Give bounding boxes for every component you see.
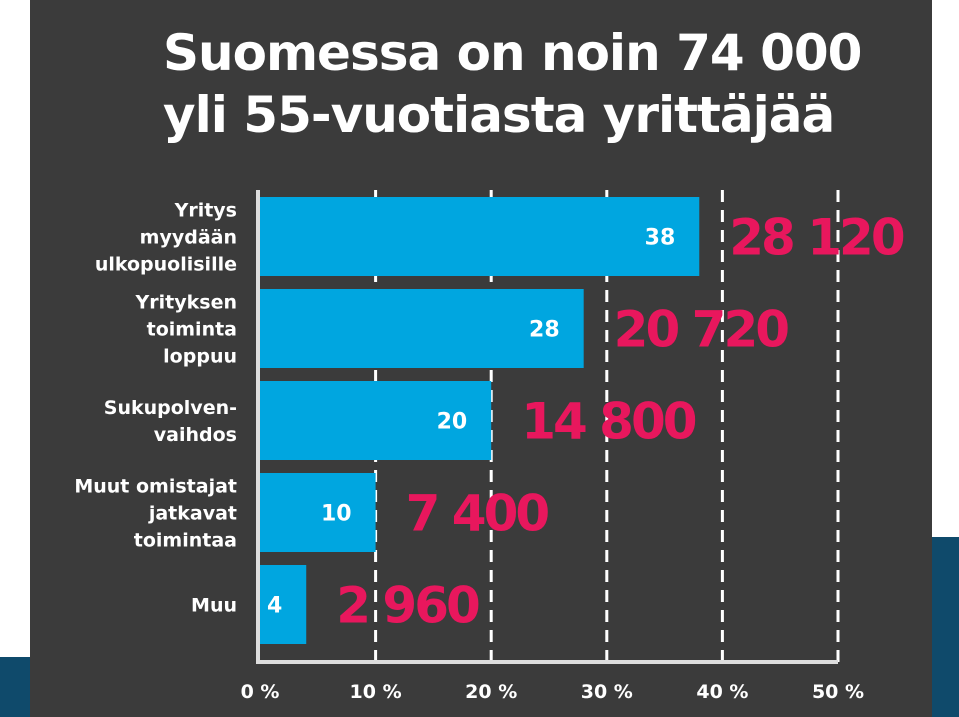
title-line-1: Suomessa on noin 74 000 <box>163 24 862 82</box>
axis: 0 % 10 % 20 % 30 % 40 % 50 % <box>241 190 864 703</box>
category-label: loppuu <box>163 346 237 368</box>
count-label: 14 800 <box>521 393 696 451</box>
category-label: jatkavat <box>148 503 237 525</box>
count-label: 7 400 <box>406 485 549 543</box>
bar-value-label: 38 <box>645 226 676 251</box>
category-label: Muut omistajat <box>74 476 237 498</box>
category-label: ulkopuolisille <box>95 254 237 276</box>
tick-label: 10 % <box>350 681 402 703</box>
tick-label: 50 % <box>812 681 864 703</box>
bar <box>260 381 492 460</box>
category-label: myydään <box>140 227 237 249</box>
count-label: 20 720 <box>614 301 789 359</box>
bar-value-label: 4 <box>267 594 282 619</box>
category-label: Sukupolven- <box>104 397 237 419</box>
bar-value-label: 10 <box>321 502 352 527</box>
tick-label: 40 % <box>696 681 748 703</box>
title-line-2: yli 55-vuotiasta yrittäjää <box>163 86 835 144</box>
category-label: toimintaa <box>134 530 237 552</box>
chart-title: Suomessa on noin 74 000 yli 55-vuotiasta… <box>163 22 883 146</box>
count-label: 28 120 <box>729 209 904 267</box>
category-label: Yrityksen <box>135 292 237 314</box>
category-label: Muu <box>191 595 237 617</box>
category-label: vaihdos <box>154 424 237 446</box>
count-label: 2 960 <box>336 577 479 635</box>
bars: 38 28 120 28 20 720 20 14 800 10 7 400 4 2 960 <box>260 197 907 644</box>
bar <box>260 289 584 368</box>
tick-label: 0 % <box>241 681 280 703</box>
bar <box>260 197 700 276</box>
bar <box>260 565 307 644</box>
category-labels: Yritys myydään ulkopuolisille Yrityksen toim… <box>74 200 237 617</box>
tick-label: 20 % <box>465 681 517 703</box>
bar-value-label: 28 <box>529 318 560 343</box>
bar <box>260 473 376 552</box>
bar-value-label: 20 <box>437 410 468 435</box>
category-label: toiminta <box>147 319 237 341</box>
tick-label: 30 % <box>581 681 633 703</box>
category-label: Yritys <box>174 200 237 222</box>
